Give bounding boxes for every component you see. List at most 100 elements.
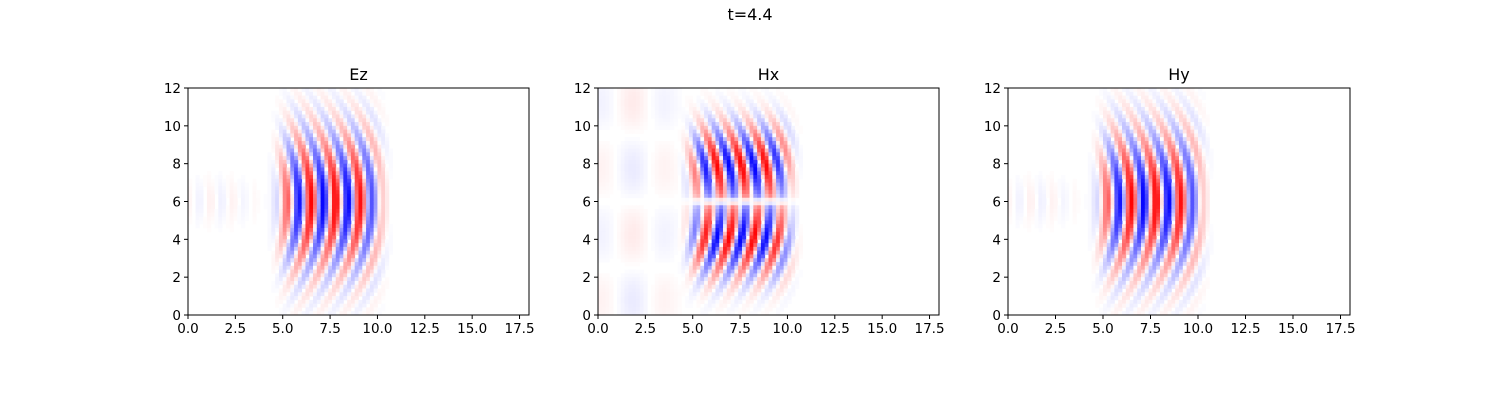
heatmap-cell (719, 92, 723, 96)
heatmap-cell (374, 122, 378, 126)
heatmap-cell (271, 179, 275, 183)
heatmap-cell (625, 175, 629, 179)
heatmap-cell (332, 122, 336, 126)
heatmap-cell (784, 266, 788, 270)
heatmap-cell (678, 228, 682, 232)
heatmap-cell (343, 304, 347, 308)
heatmap-cell (787, 251, 791, 255)
heatmap-cell (305, 103, 309, 107)
heatmap-cell (389, 243, 393, 247)
heatmap-cell (708, 228, 712, 232)
heatmap-cell (697, 247, 701, 251)
heatmap-cell (336, 103, 340, 107)
heatmap-cell (787, 145, 791, 149)
heatmap-cell (693, 186, 697, 190)
heatmap-cell (374, 103, 378, 107)
heatmap-cell (617, 224, 621, 228)
heatmap-cell (374, 266, 378, 270)
heatmap-cell (772, 164, 776, 168)
heatmap-cell (791, 114, 795, 118)
heatmap-cell (328, 88, 332, 92)
heatmap-cell (1042, 194, 1046, 198)
heatmap-cell (734, 149, 738, 153)
heatmap-cell (199, 217, 203, 221)
heatmap-cell (305, 266, 309, 270)
heatmap-cell (708, 130, 712, 134)
heatmap-cell (321, 251, 325, 255)
heatmap-cell (313, 205, 317, 209)
heatmap-cell (723, 194, 727, 198)
heatmap-cell (731, 171, 735, 175)
heatmap-cell (606, 145, 610, 149)
heatmap-cell (332, 296, 336, 300)
heatmap-cell (290, 92, 294, 96)
heatmap-cell (351, 152, 355, 156)
heatmap-cell (784, 224, 788, 228)
heatmap-cell (776, 164, 780, 168)
heatmap-cell (207, 209, 211, 213)
heatmap-cell (343, 96, 347, 100)
heatmap-cell (693, 213, 697, 217)
heatmap-cell (602, 118, 606, 122)
heatmap-cell (632, 220, 636, 224)
heatmap-cell (324, 247, 328, 251)
heatmap-cell (199, 183, 203, 187)
heatmap-cell (336, 220, 340, 224)
heatmap-cell (374, 137, 378, 141)
heatmap-cell (674, 167, 678, 171)
heatmap-cell (700, 198, 704, 202)
heatmap-cell (791, 251, 795, 255)
heatmap-cell (598, 224, 602, 228)
heatmap-cell (283, 164, 287, 168)
heatmap-cell (715, 130, 719, 134)
heatmap-cell (750, 243, 754, 247)
heatmap-cell (731, 281, 735, 285)
heatmap-cell (765, 175, 769, 179)
heatmap-cell (287, 186, 291, 190)
heatmap-cell (598, 228, 602, 232)
heatmap-cell (602, 156, 606, 160)
heatmap-cell (712, 130, 716, 134)
heatmap-cell (298, 186, 302, 190)
heatmap-cell (780, 232, 784, 236)
heatmap-cell (617, 239, 621, 243)
heatmap-cell (374, 156, 378, 160)
heatmap-cell (1065, 209, 1069, 213)
heatmap-cell (636, 103, 640, 107)
heatmap-cell (719, 160, 723, 164)
heatmap-cell (757, 92, 761, 96)
heatmap-cell (738, 186, 742, 190)
heatmap-cell (370, 239, 374, 243)
heatmap-cell (317, 122, 321, 126)
heatmap-cell (377, 296, 381, 300)
heatmap-cell (313, 232, 317, 236)
heatmap-cell (385, 175, 389, 179)
heatmap-cell (700, 236, 704, 240)
heatmap-cell (290, 296, 294, 300)
heatmap-cell (362, 179, 366, 183)
heatmap-cell (727, 224, 731, 228)
heatmap-cell (609, 103, 613, 107)
heatmap-cell (621, 247, 625, 251)
heatmap-cell (275, 171, 279, 175)
heatmap-cell (780, 92, 784, 96)
heatmap-cell (700, 156, 704, 160)
heatmap-cell (366, 289, 370, 293)
heatmap-cell (1008, 186, 1012, 190)
heatmap-cell (719, 266, 723, 270)
heatmap-cell (279, 99, 283, 103)
heatmap-cell (776, 107, 780, 111)
heatmap-cell (332, 179, 336, 183)
heatmap-cell (602, 122, 606, 126)
heatmap-cell (366, 164, 370, 168)
heatmap-cell (659, 179, 663, 183)
heatmap-cell (772, 99, 776, 103)
heatmap-cell (287, 232, 291, 236)
heatmap-cell (340, 164, 344, 168)
heatmap-cell (598, 251, 602, 255)
heatmap-cell (640, 239, 644, 243)
heatmap-cell (598, 156, 602, 160)
x-tick-label: 17.5 (504, 321, 534, 337)
heatmap-cell (719, 99, 723, 103)
heatmap-cell (389, 156, 393, 160)
